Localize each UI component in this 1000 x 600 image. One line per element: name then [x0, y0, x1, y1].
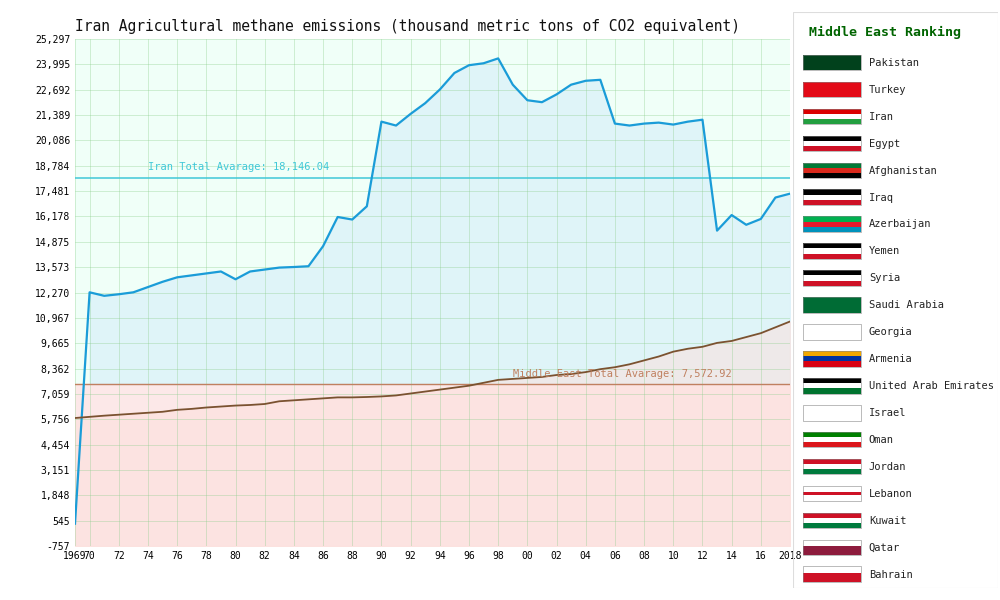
Bar: [803, 388, 861, 394]
Bar: [803, 356, 861, 361]
Bar: [803, 227, 861, 232]
Text: Turkey: Turkey: [869, 85, 906, 95]
Bar: [803, 324, 861, 340]
Bar: [803, 200, 861, 205]
Bar: [803, 566, 861, 573]
Bar: [803, 163, 861, 178]
Text: Saudi Arabia: Saudi Arabia: [869, 300, 944, 310]
Bar: [803, 136, 861, 141]
Text: Yemen: Yemen: [869, 247, 900, 256]
Bar: [803, 190, 861, 205]
Text: Israel: Israel: [869, 408, 906, 418]
Bar: [803, 82, 861, 97]
Bar: [803, 492, 861, 495]
Text: Armenia: Armenia: [869, 354, 913, 364]
Bar: [803, 270, 861, 275]
Text: Georgia: Georgia: [869, 327, 913, 337]
Text: Middle East Total Avarage: 7,572.92: Middle East Total Avarage: 7,572.92: [513, 369, 732, 379]
Bar: [803, 297, 861, 313]
Bar: [803, 275, 861, 281]
Bar: [803, 297, 861, 313]
Text: Iran Agricultural methane emissions (thousand metric tons of CO2 equivalent): Iran Agricultural methane emissions (tho…: [75, 19, 740, 34]
Bar: [803, 119, 861, 124]
Bar: [803, 464, 861, 469]
Bar: [803, 270, 861, 286]
Bar: [803, 173, 861, 178]
Bar: [803, 523, 861, 528]
Text: Lebanon: Lebanon: [869, 489, 913, 499]
Bar: [803, 459, 861, 464]
Bar: [803, 485, 861, 501]
Bar: [803, 163, 861, 167]
Bar: [803, 573, 861, 582]
Bar: [803, 109, 861, 124]
Bar: [803, 244, 861, 259]
Text: Syria: Syria: [869, 274, 900, 283]
Bar: [803, 383, 861, 388]
Bar: [803, 217, 861, 232]
Bar: [803, 324, 861, 340]
Bar: [803, 432, 861, 437]
Bar: [803, 546, 861, 555]
Bar: [803, 55, 861, 70]
Text: United Arab Emirates: United Arab Emirates: [869, 381, 994, 391]
Bar: [803, 539, 861, 546]
Bar: [803, 405, 861, 421]
Bar: [803, 146, 861, 151]
Bar: [803, 495, 861, 501]
Bar: [803, 432, 861, 448]
Bar: [803, 351, 861, 356]
Bar: [803, 82, 861, 97]
Bar: [803, 167, 861, 173]
Text: Middle East Ranking: Middle East Ranking: [809, 26, 961, 40]
Bar: [803, 114, 861, 119]
Bar: [803, 248, 861, 254]
Text: Bahrain: Bahrain: [869, 569, 913, 580]
Bar: [803, 539, 861, 555]
Bar: [803, 281, 861, 286]
Bar: [803, 141, 861, 146]
Bar: [803, 244, 861, 248]
Bar: [803, 221, 861, 227]
Bar: [803, 190, 861, 194]
Bar: [803, 518, 861, 523]
Text: Kuwait: Kuwait: [869, 515, 906, 526]
Bar: [803, 378, 861, 383]
Text: Egypt: Egypt: [869, 139, 900, 149]
Text: Afghanistan: Afghanistan: [869, 166, 938, 176]
Text: Iraq: Iraq: [869, 193, 894, 203]
Bar: [803, 485, 861, 492]
Bar: [803, 55, 861, 70]
Text: Jordan: Jordan: [869, 462, 906, 472]
Bar: [803, 469, 861, 475]
Bar: [803, 459, 861, 475]
Bar: [803, 378, 861, 394]
Bar: [803, 512, 861, 528]
Bar: [803, 109, 861, 114]
Bar: [803, 217, 861, 221]
Bar: [803, 442, 861, 448]
Bar: [803, 566, 861, 582]
Bar: [803, 361, 861, 367]
Bar: [803, 254, 861, 259]
Bar: [803, 437, 861, 442]
Text: Qatar: Qatar: [869, 542, 900, 553]
Text: Oman: Oman: [869, 435, 894, 445]
Bar: [803, 136, 861, 151]
Bar: [803, 405, 861, 421]
Bar: [803, 351, 861, 367]
Text: Pakistan: Pakistan: [869, 58, 919, 68]
Bar: [803, 194, 861, 200]
Text: Iran Total Avarage: 18,146.04: Iran Total Avarage: 18,146.04: [148, 163, 329, 172]
Text: Iran: Iran: [869, 112, 894, 122]
Text: Azerbaijan: Azerbaijan: [869, 220, 931, 229]
Bar: [803, 512, 861, 518]
